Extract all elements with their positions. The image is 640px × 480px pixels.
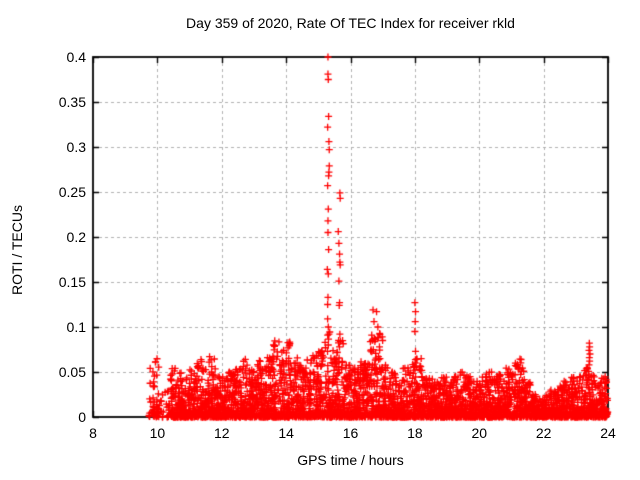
y-tick-label-0: 0	[78, 409, 86, 425]
y-tick-label-0.4: 0.4	[66, 49, 86, 65]
y-tick-label-0.15: 0.15	[58, 274, 86, 290]
y-axis-label: ROTI / TECUs	[9, 205, 25, 295]
x-tick-label-12: 12	[213, 425, 230, 441]
x-tick-label-8: 8	[89, 425, 97, 441]
x-tick-label-22: 22	[535, 425, 552, 441]
y-tick-label-0.2: 0.2	[66, 229, 86, 245]
chart-title: Day 359 of 2020, Rate Of TEC Index for r…	[186, 15, 515, 31]
y-tick-label-0.3: 0.3	[66, 139, 86, 155]
x-tick-label-24: 24	[600, 425, 616, 441]
y-tick-label-0.1: 0.1	[66, 319, 86, 335]
y-tick-label-0.25: 0.25	[58, 184, 86, 200]
x-tick-label-14: 14	[278, 425, 294, 441]
y-tick-label-0.35: 0.35	[58, 94, 86, 110]
x-tick-label-18: 18	[407, 425, 423, 441]
x-tick-label-20: 20	[471, 425, 488, 441]
y-tick-label-0.05: 0.05	[58, 364, 86, 380]
x-axis-label: GPS time / hours	[297, 452, 404, 468]
x-tick-label-10: 10	[149, 425, 166, 441]
x-tick-label-16: 16	[342, 425, 359, 441]
